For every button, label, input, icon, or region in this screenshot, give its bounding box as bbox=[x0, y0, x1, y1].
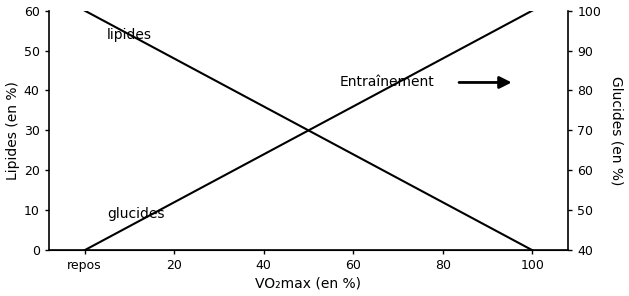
Text: lipides: lipides bbox=[107, 28, 152, 41]
Y-axis label: Lipides (en %): Lipides (en %) bbox=[6, 81, 19, 180]
Text: Entraînement: Entraînement bbox=[340, 75, 435, 89]
Text: glucides: glucides bbox=[107, 207, 164, 221]
Y-axis label: Glucides (en %): Glucides (en %) bbox=[610, 76, 623, 185]
X-axis label: VO₂max (en %): VO₂max (en %) bbox=[255, 276, 362, 290]
